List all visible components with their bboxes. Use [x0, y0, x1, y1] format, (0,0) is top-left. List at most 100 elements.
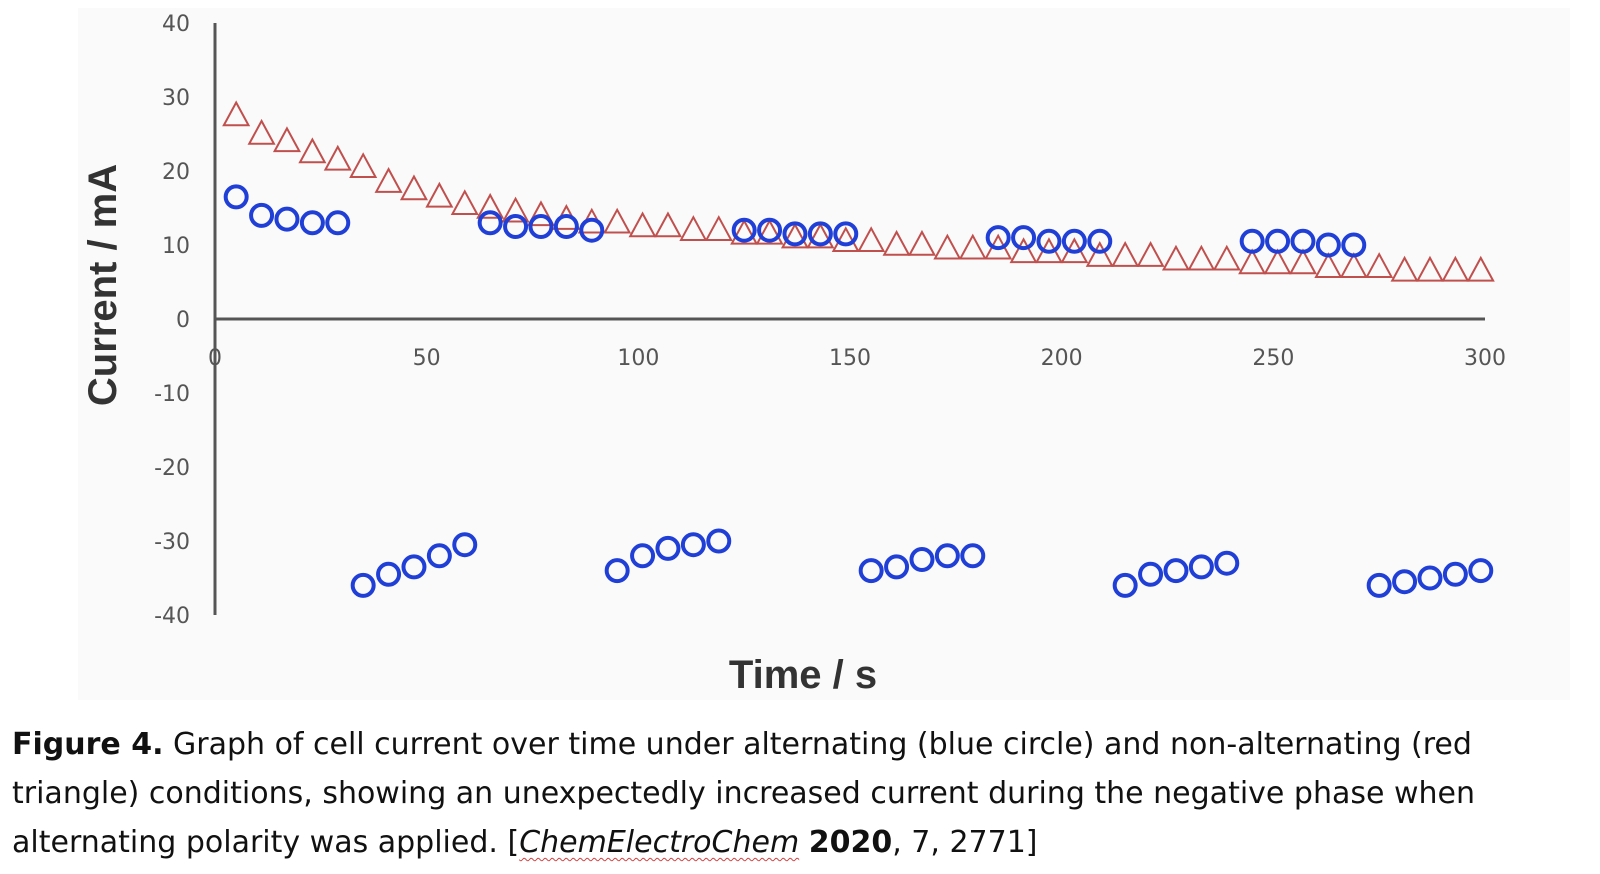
blue-circle-point [630, 543, 656, 569]
red-triangle-point [272, 126, 301, 153]
blue-circle-point [1112, 572, 1138, 598]
red-triangle-point [1288, 248, 1317, 275]
y-axis-ticks: 40 30 20 10 0 -10 -20 -30 -40 [154, 12, 190, 629]
red-triangle-point [730, 218, 759, 245]
y-tick-label: 10 [162, 234, 190, 259]
red-triangle-point [1161, 244, 1190, 271]
red-triangle-point [1314, 252, 1343, 278]
blue-circle-point [1290, 228, 1316, 254]
red-triangle-point [907, 229, 936, 256]
caption-ref: , 7, 2771] [892, 825, 1038, 860]
blue-circle-point [376, 561, 402, 587]
y-tick-label: 40 [162, 12, 190, 37]
blue-circle-point [528, 214, 554, 239]
red-triangle-point [704, 215, 733, 241]
red-triangle-point [628, 211, 657, 238]
red-triangle-point [603, 207, 632, 234]
red-triangle-point [298, 137, 327, 164]
blue-circle-point [1036, 228, 1062, 254]
blue-circle-point [1061, 228, 1087, 254]
blue-circle-point [452, 532, 478, 558]
blue-circle-point [884, 554, 910, 580]
blue-circle-point [1163, 558, 1189, 584]
red-triangle-point [933, 233, 962, 260]
blue-circle-point [1468, 558, 1494, 584]
blue-circle-point [1214, 550, 1240, 576]
caption-year: 2020 [808, 825, 893, 860]
red-triangle-point [1212, 244, 1241, 271]
blue-circle-point [604, 558, 630, 584]
red-triangle-point [247, 118, 276, 145]
red-triangle-point [425, 181, 454, 208]
y-tick-label: -40 [154, 604, 190, 629]
blue-circle-point [706, 528, 732, 554]
red-triangle-point [349, 152, 378, 179]
y-axis-title: Current / mA [81, 164, 125, 406]
blue-circle-point [401, 554, 427, 580]
y-tick-label: -30 [154, 530, 190, 555]
caption-text: Graph of cell current over time under al… [12, 727, 1475, 860]
red-triangle-point [374, 167, 403, 193]
blue-circle-point [274, 206, 300, 232]
blue-circle-point [680, 532, 706, 558]
red-triangle-point [1441, 255, 1470, 282]
red-triangle-point [958, 233, 987, 260]
blue-circle-point [503, 214, 529, 239]
y-tick-label: -20 [154, 456, 190, 481]
red-triangle-point [1085, 241, 1114, 267]
blue-circle-point [655, 535, 681, 561]
x-tick-label: 250 [1252, 346, 1294, 371]
red-triangle-point [1263, 248, 1292, 275]
blue-circle-point [1011, 225, 1037, 251]
blue-circle-point [1392, 569, 1418, 595]
red-triangle-point [679, 215, 708, 241]
figure-caption: Figure 4. Graph of cell current over tim… [12, 720, 1592, 867]
blue-circle-point [553, 214, 579, 239]
y-tick-label: 0 [176, 308, 190, 333]
blue-circle-point [1087, 228, 1113, 254]
red-triangle-point [1415, 255, 1444, 282]
blue-circle-point [426, 543, 452, 569]
blue-circle-point [1138, 561, 1164, 587]
red-triangle-point [882, 229, 911, 256]
red-triangle-point [755, 218, 784, 245]
red-triangle-point [399, 174, 428, 201]
red-triangle-point [806, 222, 835, 249]
x-tick-label: 100 [617, 346, 659, 371]
blue-circle-point [579, 217, 605, 243]
red-triangle-point [1187, 244, 1216, 271]
red-triangle-point [857, 226, 886, 253]
caption-label: Figure 4. [12, 727, 164, 762]
y-tick-label: 30 [162, 86, 190, 111]
blue-circle-point [985, 225, 1011, 251]
red-triangle-point [653, 211, 682, 238]
red-triangle-point [476, 192, 505, 219]
blue-circle-point [960, 543, 986, 569]
red-triangle-point [323, 144, 352, 171]
series-non-alternating [222, 100, 1495, 282]
red-triangle-point [831, 226, 860, 253]
blue-circle-point [1239, 228, 1265, 254]
red-triangle-point [501, 196, 530, 223]
blue-circle-point [350, 572, 376, 598]
red-triangle-point [1365, 252, 1394, 278]
red-triangle-point [1009, 237, 1038, 264]
blue-circle-point [909, 547, 935, 572]
y-tick-label: -10 [154, 382, 190, 407]
red-triangle-point [1339, 252, 1368, 278]
plot-background [78, 8, 1570, 700]
blue-circle-point [1442, 561, 1468, 587]
red-triangle-point [450, 189, 479, 216]
blue-circle-point [807, 221, 833, 247]
red-triangle-point [1466, 255, 1495, 282]
y-tick-label: 20 [162, 160, 190, 185]
series-alternating [223, 184, 1494, 598]
blue-circle-point [477, 210, 503, 236]
blue-circle-point [833, 221, 859, 247]
chart: 40 30 20 10 0 -10 -20 -30 -40 0 50 100 150 200 250 300… [78, 8, 1570, 700]
red-triangle-point [1390, 255, 1419, 282]
red-triangle-point [1238, 248, 1267, 275]
blue-circle-point [934, 543, 960, 569]
blue-circle-point [1417, 565, 1443, 591]
